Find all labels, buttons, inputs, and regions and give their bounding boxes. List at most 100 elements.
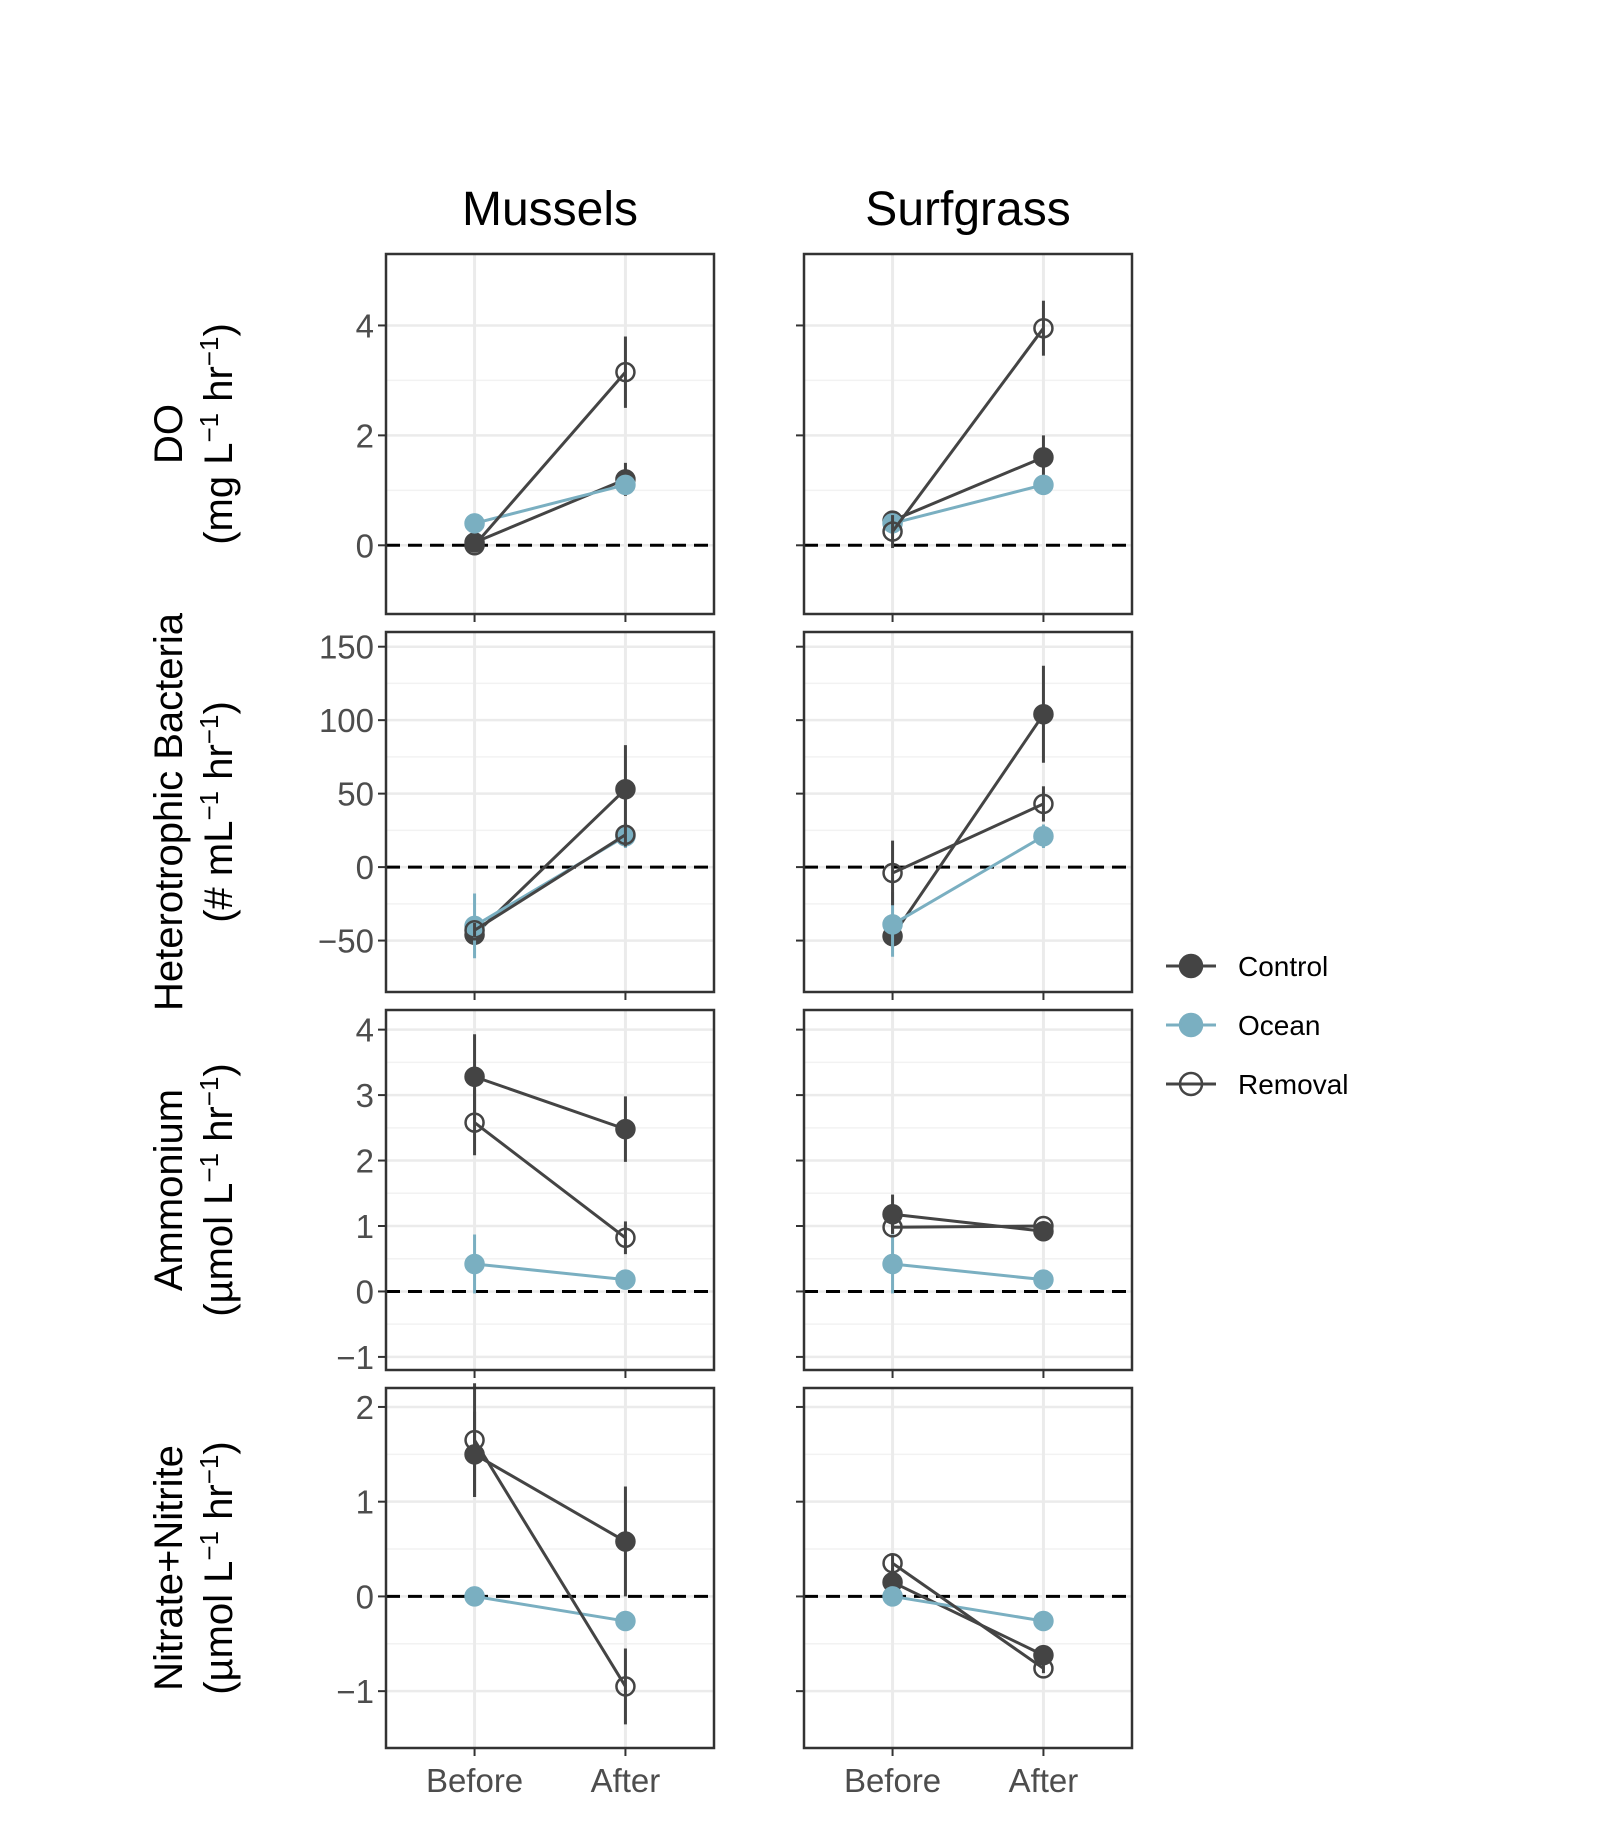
series-line xyxy=(474,1075,626,1131)
series-line xyxy=(474,1262,626,1282)
series-line xyxy=(891,1580,1045,1657)
series-line xyxy=(474,1594,626,1623)
y-tick-label: 2 xyxy=(356,1389,374,1426)
data-point-ocean xyxy=(882,1253,903,1275)
series-removal xyxy=(464,336,636,556)
legend-label: Removal xyxy=(1238,1069,1348,1100)
data-point-ocean xyxy=(882,914,903,935)
series-control xyxy=(882,1194,1054,1242)
y-tick-label: −50 xyxy=(318,923,374,960)
data-point-removal xyxy=(882,521,903,542)
legend-item-removal: Removal xyxy=(1166,1069,1348,1100)
legend-label: Ocean xyxy=(1238,1010,1321,1041)
series-control xyxy=(464,1034,636,1162)
series-line xyxy=(892,1262,1044,1282)
data-point-removal xyxy=(1033,317,1054,339)
facet-title-mussels: Mussels xyxy=(462,183,638,236)
data-point-control xyxy=(615,1118,636,1140)
panel-border xyxy=(802,252,1134,616)
y-axis-label-line: DO xyxy=(147,404,191,464)
y-tick-label: 2 xyxy=(356,417,374,454)
y-tick-label: 4 xyxy=(356,1012,374,1049)
series-removal xyxy=(464,823,636,941)
panel-mussels-row-4: −1 0 1 2 Before After xyxy=(336,1383,716,1799)
x-tick-label: After xyxy=(591,1762,661,1799)
data-point-removal xyxy=(882,862,903,884)
y-tick-label: 3 xyxy=(356,1077,374,1114)
y-axis-label-line: Nitrate+Nitrite xyxy=(147,1445,191,1691)
y-axis-label-line: Ammonium xyxy=(147,1089,191,1291)
y-tick-label: 0 xyxy=(356,1273,374,1310)
legend-item-control: Control xyxy=(1166,951,1328,982)
series-line xyxy=(473,833,627,932)
data-point-removal xyxy=(464,1429,485,1451)
series-ocean xyxy=(464,1234,636,1294)
data-point-control xyxy=(1033,447,1054,468)
series-line xyxy=(892,483,1044,525)
data-point-ocean xyxy=(1033,1269,1054,1290)
series-line xyxy=(892,1594,1044,1623)
series-line xyxy=(891,713,1045,938)
series-line xyxy=(891,834,1045,926)
data-point-ocean xyxy=(464,1253,485,1275)
y-axis-label-line: (µmol L−1 hr−1) xyxy=(194,1441,241,1695)
series-ocean xyxy=(882,1234,1054,1294)
series-line xyxy=(891,327,1045,533)
series-line xyxy=(473,371,627,547)
series-removal xyxy=(464,1383,636,1725)
panel-border xyxy=(384,1386,716,1750)
data-point-ocean xyxy=(464,513,485,534)
data-point-ocean xyxy=(615,1269,636,1290)
data-point-removal xyxy=(615,1676,636,1697)
series-control xyxy=(464,1411,636,1597)
series-control xyxy=(464,462,636,553)
y-tick-label: 0 xyxy=(356,527,374,564)
series-ocean xyxy=(882,1586,1054,1632)
data-point-removal xyxy=(464,920,485,941)
y-axis-label-line: Heterotrophic Bacteria xyxy=(147,612,191,1011)
data-point-removal xyxy=(615,824,636,846)
panel-mussels-row-2: −50 0 50 100 150 xyxy=(318,629,716,1000)
data-point-ocean xyxy=(1033,1610,1054,1632)
data-point-removal xyxy=(464,535,485,556)
data-point-removal xyxy=(882,1553,903,1574)
data-point-ocean xyxy=(1033,825,1054,847)
panel-border xyxy=(384,252,716,616)
series-control xyxy=(882,435,1054,531)
data-point-control xyxy=(464,1066,485,1088)
series-removal xyxy=(882,1215,1054,1238)
data-point-control xyxy=(615,778,636,800)
series-line xyxy=(473,1439,627,1688)
series-ocean xyxy=(464,1586,636,1632)
x-tick-label: Before xyxy=(426,1762,523,1799)
series-removal xyxy=(882,786,1054,906)
data-point-removal xyxy=(1033,793,1054,815)
panel-surfgrass-row-1 xyxy=(796,252,1134,622)
y-axis-label-line: (µmol L−1 hr−1) xyxy=(194,1063,241,1317)
y-tick-label: 150 xyxy=(319,629,374,666)
facet-title-surfgrass: Surfgrass xyxy=(865,183,1070,236)
legend-label: Control xyxy=(1238,951,1328,982)
panel-mussels-row-1: 0 2 4 xyxy=(356,252,716,622)
series-removal xyxy=(464,1089,636,1255)
x-tick-label: Before xyxy=(844,1762,941,1799)
series-line xyxy=(473,1453,627,1543)
legend: Control Ocean Removal xyxy=(1166,951,1348,1100)
y-tick-label: 0 xyxy=(356,1578,374,1615)
series-ocean xyxy=(882,824,1054,957)
data-point-removal xyxy=(615,361,636,383)
series-line xyxy=(891,1562,1045,1670)
series-removal xyxy=(882,1553,1054,1679)
series-ocean xyxy=(882,474,1054,534)
y-tick-label: 1 xyxy=(356,1484,374,1521)
data-point-ocean xyxy=(464,1586,485,1607)
data-point-ocean xyxy=(615,1610,636,1632)
panel-border xyxy=(802,1008,1134,1372)
data-point-removal xyxy=(464,1112,485,1133)
data-point-ocean xyxy=(1033,474,1054,496)
data-point-control xyxy=(615,1531,636,1552)
series-line xyxy=(891,455,1045,522)
panel-surfgrass-row-2 xyxy=(796,630,1134,1000)
